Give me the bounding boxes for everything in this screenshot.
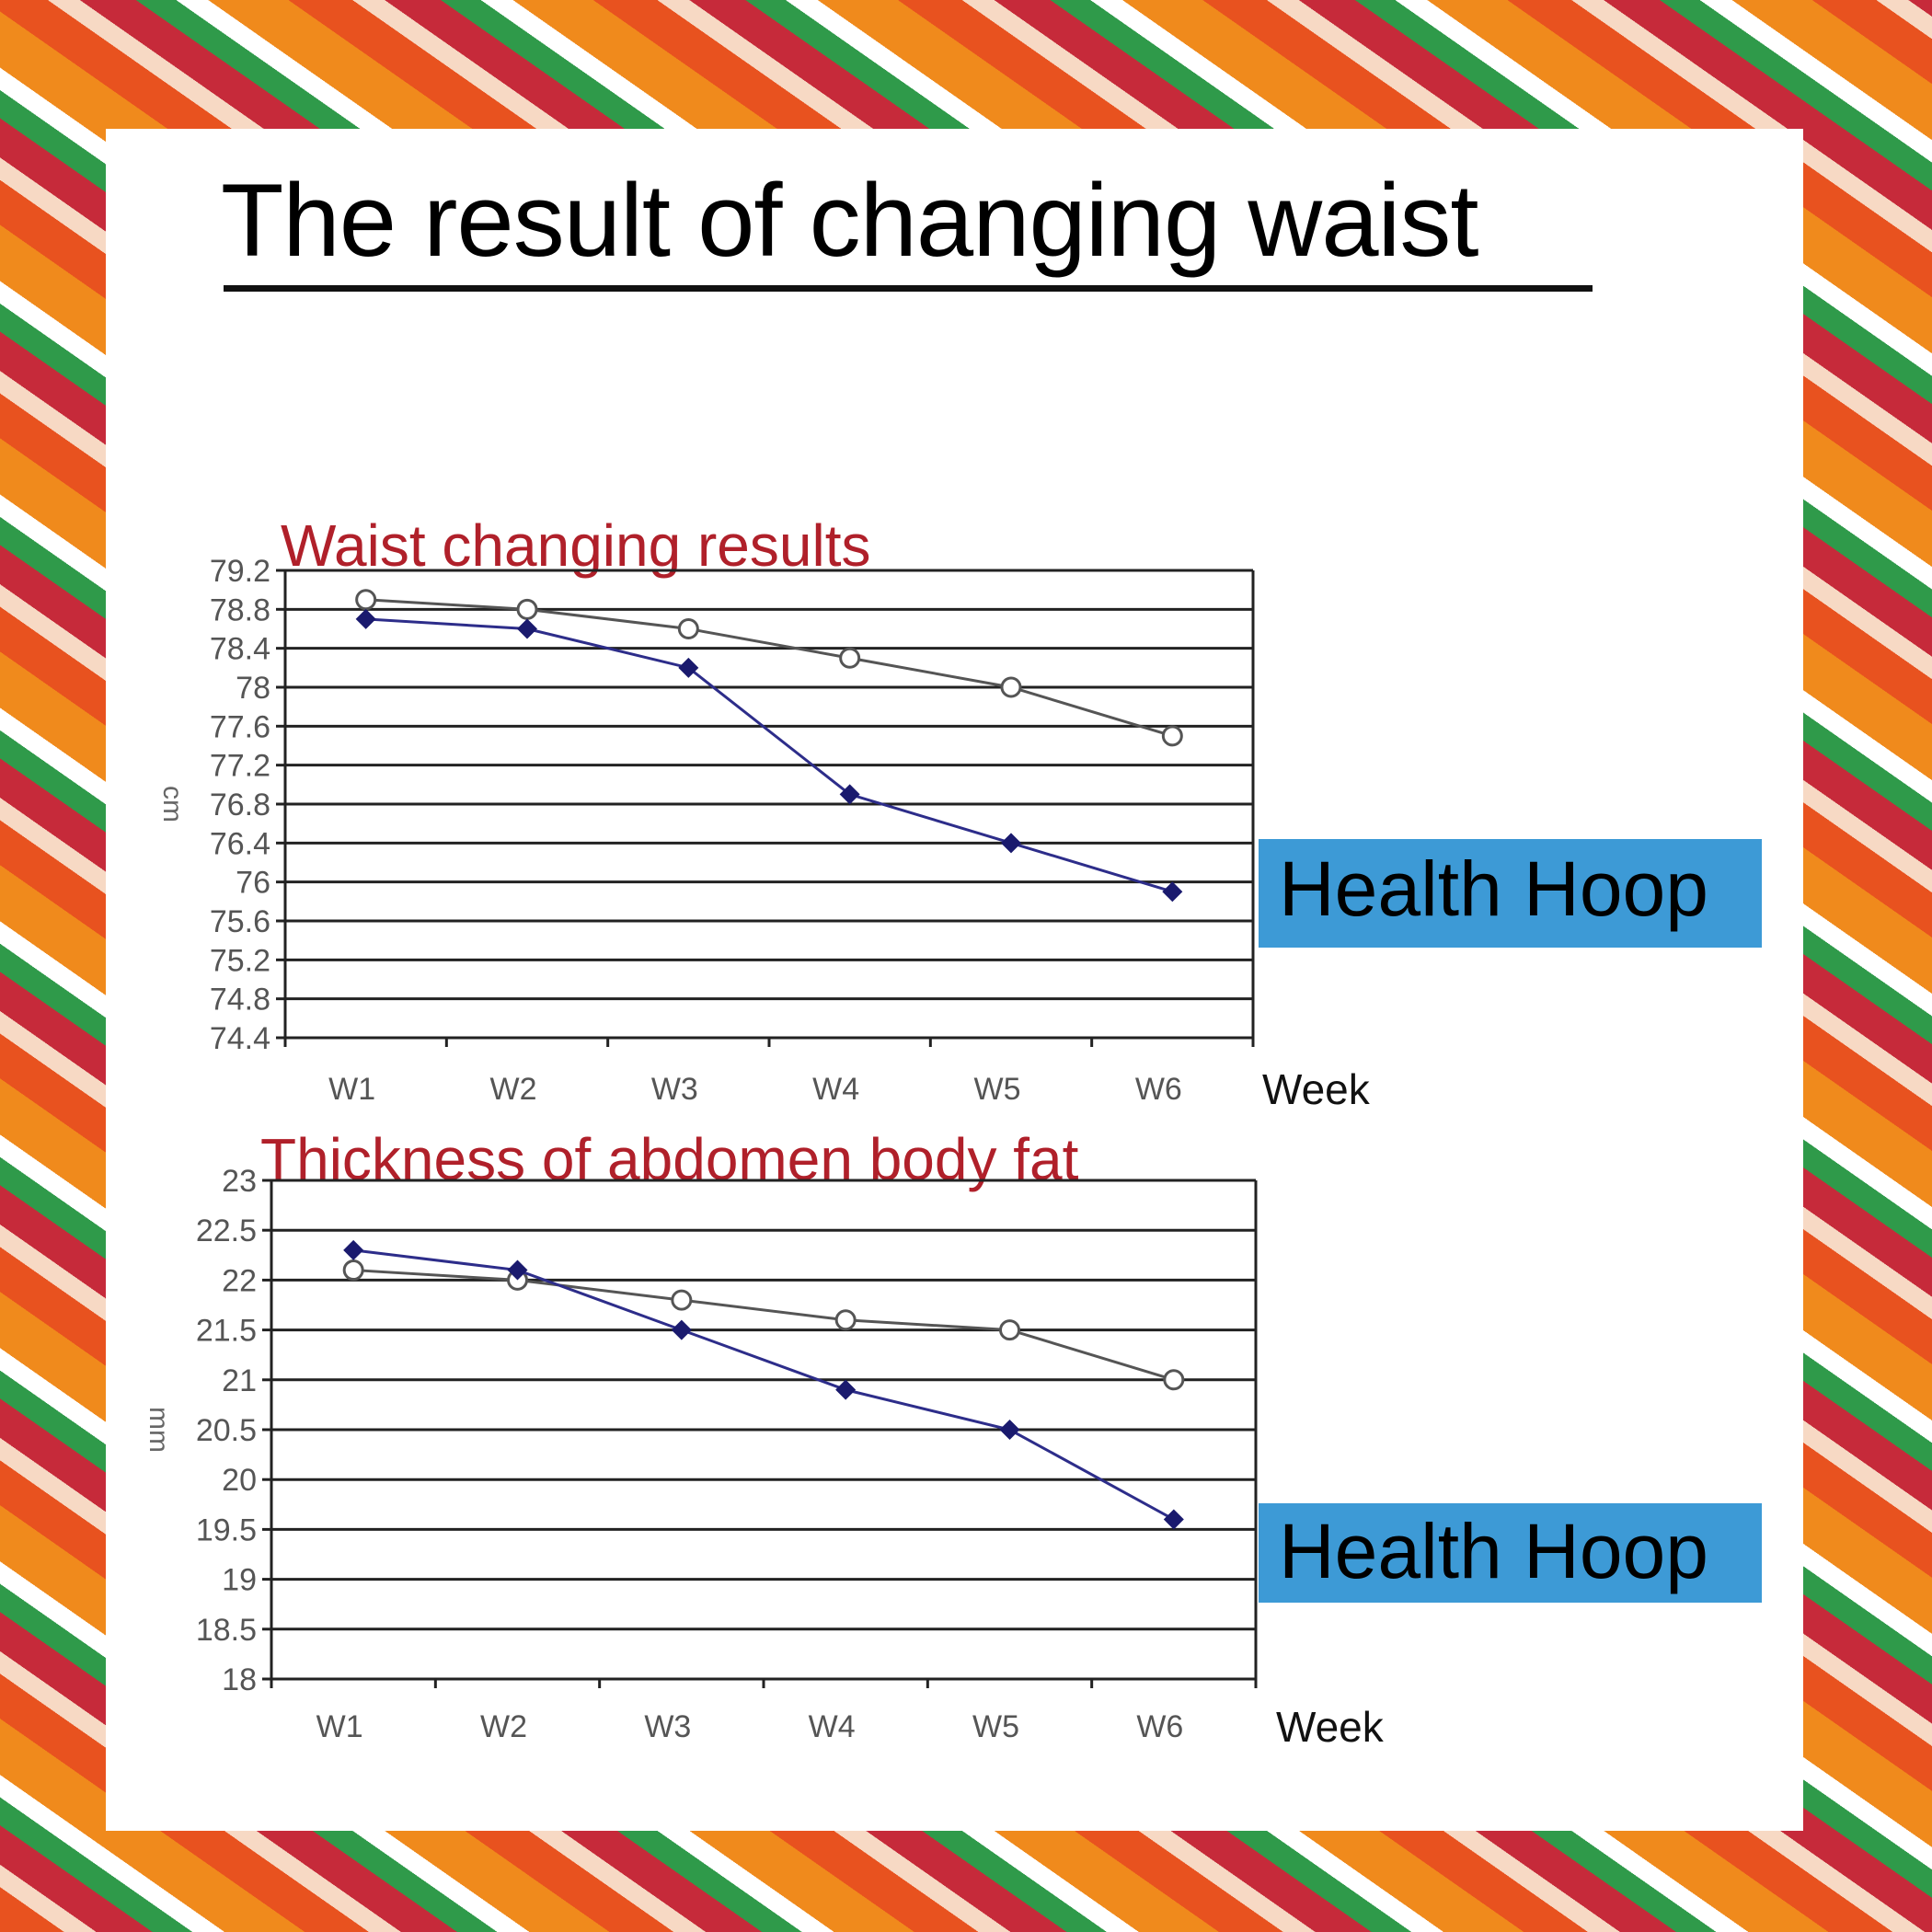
y-tick-label: 23 xyxy=(222,1164,257,1199)
x-tick-label: W5 xyxy=(974,1072,1021,1107)
data-point-diamond xyxy=(671,1319,692,1340)
y-tick-label: 77.6 xyxy=(210,709,270,744)
x-tick-label: W3 xyxy=(651,1072,698,1107)
y-tick-label: 19.5 xyxy=(196,1512,257,1547)
y-axis-label: mm xyxy=(144,1407,174,1453)
page-title: The result of changing waist xyxy=(221,163,1479,278)
data-point-open xyxy=(1161,725,1183,747)
data-point-open xyxy=(677,618,699,639)
data-point-diamond xyxy=(999,1420,1020,1440)
y-tick-label: 75.6 xyxy=(210,904,270,939)
x-tick-label: W2 xyxy=(480,1709,527,1744)
x-axis-label: Week xyxy=(1276,1703,1385,1751)
y-tick-label: 18.5 xyxy=(196,1613,257,1648)
y-tick-label: 22 xyxy=(222,1263,257,1298)
legend-health-hoop-2: Health Hoop xyxy=(1259,1503,1762,1603)
y-tick-label: 78.8 xyxy=(210,592,270,627)
y-tick-label: 20.5 xyxy=(196,1413,257,1448)
y-tick-label: 21 xyxy=(222,1363,257,1398)
y-tick-label: 76 xyxy=(236,866,270,901)
y-tick-label: 76.4 xyxy=(210,826,270,861)
x-axis-label: Week xyxy=(1262,1065,1371,1113)
legend-label: Health Hoop xyxy=(1279,1508,1708,1594)
y-tick-label: 77.2 xyxy=(210,749,270,784)
data-point-diamond xyxy=(343,1239,364,1260)
y-tick-label: 20 xyxy=(222,1463,257,1498)
y-tick-label: 78.4 xyxy=(210,632,270,667)
x-tick-label: W6 xyxy=(1136,1709,1183,1744)
x-tick-label: W1 xyxy=(328,1072,375,1107)
y-tick-label: 78 xyxy=(236,671,270,706)
data-point-diamond xyxy=(355,608,376,629)
data-point-diamond xyxy=(678,657,699,678)
data-point-diamond xyxy=(1162,881,1183,903)
data-point-open xyxy=(671,1289,693,1311)
data-point-open xyxy=(1000,676,1022,698)
x-tick-label: W3 xyxy=(644,1709,691,1744)
series-line xyxy=(365,598,1173,738)
data-point-open xyxy=(355,589,377,611)
y-tick-label: 18 xyxy=(222,1662,257,1697)
title-underline xyxy=(224,285,1593,292)
series-line xyxy=(365,617,1173,893)
legend-health-hoop-1: Health Hoop xyxy=(1259,839,1762,948)
data-point-open xyxy=(1163,1369,1185,1391)
y-tick-label: 79.2 xyxy=(210,554,270,589)
y-tick-label: 21.5 xyxy=(196,1314,257,1349)
y-tick-label: 75.2 xyxy=(210,943,270,978)
x-tick-label: W6 xyxy=(1135,1072,1182,1107)
data-point-open xyxy=(999,1319,1020,1341)
y-tick-label: 22.5 xyxy=(196,1213,257,1248)
data-point-diamond xyxy=(835,1379,857,1400)
data-point-open xyxy=(839,647,861,669)
chart-title: Waist changing results xyxy=(281,512,870,579)
y-axis-label: cm xyxy=(157,786,188,822)
data-point-diamond xyxy=(517,618,537,639)
x-tick-label: W5 xyxy=(972,1709,1019,1744)
x-tick-label: W4 xyxy=(812,1072,859,1107)
x-tick-label: W4 xyxy=(809,1709,856,1744)
y-tick-label: 74.4 xyxy=(210,1021,270,1056)
x-tick-label: W1 xyxy=(316,1709,363,1744)
y-tick-label: 74.8 xyxy=(210,983,270,1018)
data-point-diamond xyxy=(839,784,860,805)
y-tick-label: 76.8 xyxy=(210,788,270,822)
data-point-open xyxy=(516,598,538,620)
series-line xyxy=(353,1269,1175,1382)
legend-label: Health Hoop xyxy=(1279,845,1708,932)
chart-title: Thickness of abdomen body fat xyxy=(260,1126,1079,1192)
series-line xyxy=(352,1248,1175,1521)
data-point-diamond xyxy=(1163,1509,1184,1530)
data-point-diamond xyxy=(507,1259,528,1281)
y-tick-label: 19 xyxy=(222,1563,257,1598)
x-tick-label: W2 xyxy=(490,1072,537,1107)
data-point-diamond xyxy=(1001,833,1021,854)
data-point-open xyxy=(834,1309,857,1331)
data-point-open xyxy=(342,1259,364,1282)
